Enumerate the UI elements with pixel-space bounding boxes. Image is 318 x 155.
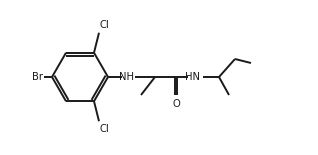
Text: NH: NH (119, 72, 134, 82)
Text: HN: HN (185, 72, 201, 82)
Text: Cl: Cl (100, 20, 110, 30)
Text: Br: Br (32, 72, 43, 82)
Text: O: O (172, 99, 180, 109)
Text: Cl: Cl (100, 124, 110, 134)
